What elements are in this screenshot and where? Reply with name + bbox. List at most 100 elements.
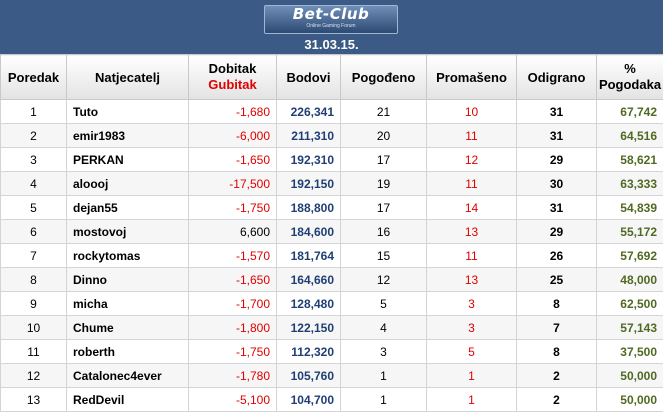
column-header-misses: Promašeno xyxy=(426,54,517,100)
cell-points: 226,341 xyxy=(276,99,341,124)
standings-table: Poredak Natjecatelj Dobitak Gubitak Bodo… xyxy=(0,54,663,412)
table-row: 7 rockytomas -1,570 181,764 15 11 26 57,692 xyxy=(0,243,663,268)
cell-name: PERKAN xyxy=(66,147,189,172)
cell-percentage: 57,143 xyxy=(596,315,663,340)
table-row: 3 PERKAN -1,650 192,310 17 12 29 58,621 xyxy=(0,147,663,172)
cell-percentage: 54,839 xyxy=(596,195,663,220)
cell-rank: 6 xyxy=(0,219,67,244)
cell-hits: 16 xyxy=(340,219,427,244)
cell-misses: 12 xyxy=(426,147,517,172)
cell-misses: 3 xyxy=(426,291,517,316)
logo-text: Bet-Club xyxy=(292,5,370,23)
cell-hits: 12 xyxy=(340,267,427,292)
cell-played: 8 xyxy=(516,291,597,316)
cell-played: 25 xyxy=(516,267,597,292)
column-header-profit-line: Dobitak xyxy=(208,61,257,76)
cell-name: Dinno xyxy=(66,267,189,292)
cell-rank: 8 xyxy=(0,267,67,292)
cell-points: 112,320 xyxy=(276,339,341,364)
table-row: 10 Chume -1,800 122,150 4 3 7 57,143 xyxy=(0,315,663,340)
column-header-hits: Pogođeno xyxy=(340,54,427,100)
cell-percentage: 48,000 xyxy=(596,267,663,292)
cell-percentage: 50,000 xyxy=(596,387,663,412)
cell-hits: 21 xyxy=(340,99,427,124)
cell-profit: -1,700 xyxy=(188,291,277,316)
column-header-loss-line: Gubitak xyxy=(208,77,257,92)
table-row: 9 micha -1,700 128,480 5 3 8 62,500 xyxy=(0,291,663,316)
table-row: 2 emir1983 -6,000 211,310 20 11 31 64,516 xyxy=(0,123,663,148)
cell-rank: 12 xyxy=(0,363,67,388)
cell-name: mostovoj xyxy=(66,219,189,244)
cell-hits: 17 xyxy=(340,147,427,172)
table-row: 1 Tuto -1,680 226,341 21 10 31 67,742 xyxy=(0,99,663,124)
cell-points: 128,480 xyxy=(276,291,341,316)
cell-hits: 15 xyxy=(340,243,427,268)
bet-club-logo: Bet-Club Online Gaming Forum xyxy=(264,5,398,34)
cell-profit: -6,000 xyxy=(188,123,277,148)
column-header-points: Bodovi xyxy=(276,54,341,100)
cell-hits: 1 xyxy=(340,363,427,388)
table-row: 13 RedDevil -5,100 104,700 1 1 2 50,000 xyxy=(0,387,663,412)
cell-misses: 13 xyxy=(426,219,517,244)
cell-name: aloooj xyxy=(66,171,189,196)
cell-points: 192,310 xyxy=(276,147,341,172)
cell-name: Chume xyxy=(66,315,189,340)
cell-played: 2 xyxy=(516,363,597,388)
cell-percentage: 55,172 xyxy=(596,219,663,244)
cell-name: RedDevil xyxy=(66,387,189,412)
table-row: 11 roberth -1,750 112,320 3 5 8 37,500 xyxy=(0,339,663,364)
table-row: 6 mostovoj 6,600 184,600 16 13 29 55,172 xyxy=(0,219,663,244)
cell-name: micha xyxy=(66,291,189,316)
cell-rank: 2 xyxy=(0,123,67,148)
cell-points: 105,760 xyxy=(276,363,341,388)
cell-name: Catalonec4ever xyxy=(66,363,189,388)
cell-profit: -1,680 xyxy=(188,99,277,124)
cell-hits: 5 xyxy=(340,291,427,316)
cell-played: 29 xyxy=(516,147,597,172)
cell-misses: 11 xyxy=(426,123,517,148)
cell-percentage: 37,500 xyxy=(596,339,663,364)
table-row: 8 Dinno -1,650 164,660 12 13 25 48,000 xyxy=(0,267,663,292)
table-row: 12 Catalonec4ever -1,780 105,760 1 1 2 50,000 xyxy=(0,363,663,388)
column-header-played: Odigrano xyxy=(516,54,597,100)
cell-played: 30 xyxy=(516,171,597,196)
cell-rank: 1 xyxy=(0,99,67,124)
cell-played: 7 xyxy=(516,315,597,340)
cell-points: 184,600 xyxy=(276,219,341,244)
cell-name: dejan55 xyxy=(66,195,189,220)
cell-points: 188,800 xyxy=(276,195,341,220)
table-row: 4 aloooj -17,500 192,150 19 11 30 63,333 xyxy=(0,171,663,196)
cell-played: 26 xyxy=(516,243,597,268)
cell-profit: -1,750 xyxy=(188,339,277,364)
cell-misses: 13 xyxy=(426,267,517,292)
column-header-percentage-label: Pogodaka xyxy=(598,77,662,92)
column-header-percentage-symbol: % xyxy=(624,61,636,76)
cell-percentage: 62,500 xyxy=(596,291,663,316)
cell-played: 29 xyxy=(516,219,597,244)
cell-name: Tuto xyxy=(66,99,189,124)
cell-points: 211,310 xyxy=(276,123,341,148)
cell-hits: 17 xyxy=(340,195,427,220)
cell-profit: -1,650 xyxy=(188,147,277,172)
column-header-percentage: % Pogodaka xyxy=(596,54,663,100)
cell-played: 31 xyxy=(516,195,597,220)
cell-misses: 10 xyxy=(426,99,517,124)
cell-profit: -1,750 xyxy=(188,195,277,220)
cell-points: 181,764 xyxy=(276,243,341,268)
cell-played: 31 xyxy=(516,99,597,124)
cell-rank: 4 xyxy=(0,171,67,196)
cell-profit: -1,570 xyxy=(188,243,277,268)
cell-profit: -1,800 xyxy=(188,315,277,340)
cell-name: emir1983 xyxy=(66,123,189,148)
cell-rank: 5 xyxy=(0,195,67,220)
cell-points: 104,700 xyxy=(276,387,341,412)
cell-percentage: 50,000 xyxy=(596,363,663,388)
cell-rank: 7 xyxy=(0,243,67,268)
cell-rank: 13 xyxy=(0,387,67,412)
cell-rank: 3 xyxy=(0,147,67,172)
column-header-profit: Dobitak Gubitak xyxy=(188,54,277,100)
cell-misses: 14 xyxy=(426,195,517,220)
cell-played: 31 xyxy=(516,123,597,148)
cell-name: roberth xyxy=(66,339,189,364)
cell-misses: 3 xyxy=(426,315,517,340)
